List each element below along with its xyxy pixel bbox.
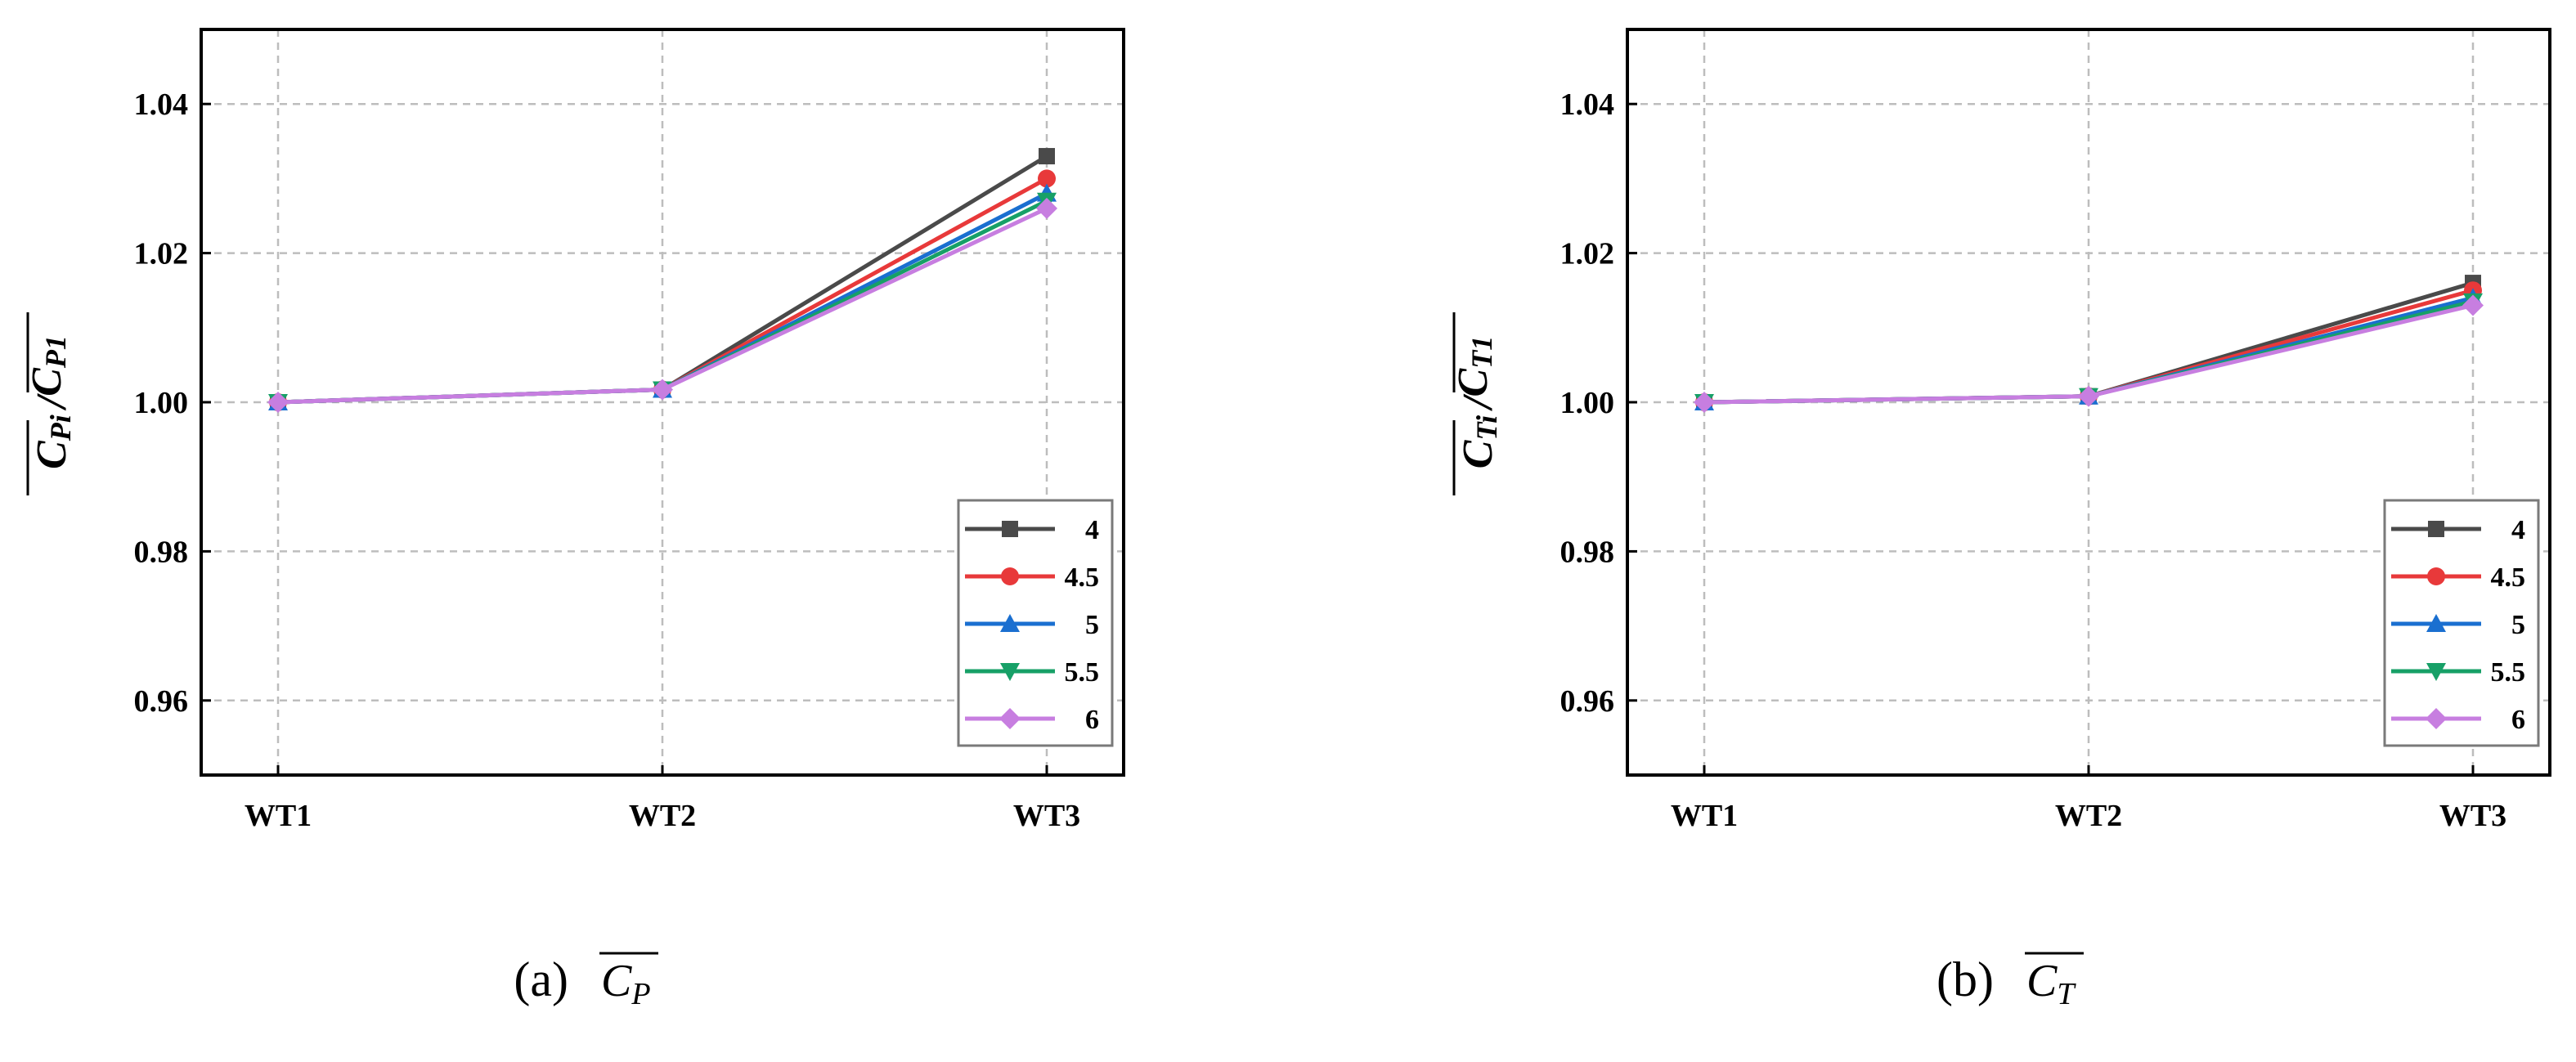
legend-label-6: 6 bbox=[1085, 705, 1099, 735]
y-label-den: C bbox=[1450, 367, 1497, 397]
caption-symbol-main: C bbox=[2026, 956, 2058, 1006]
y-tick-label: 0.96 bbox=[134, 684, 189, 719]
legend-marker-5.5 bbox=[1000, 663, 1020, 681]
y-axis-label: CPi/CP1 bbox=[24, 312, 77, 495]
y-tick-label: 1.04 bbox=[1560, 87, 1615, 122]
data-point-6-WT2 bbox=[2078, 385, 2099, 407]
caption-label: (b) bbox=[1936, 952, 1994, 1006]
data-point-6-WT3 bbox=[1036, 197, 1057, 219]
legend-label-4.5: 4.5 bbox=[1065, 562, 1100, 593]
y-tick-label: 0.98 bbox=[134, 535, 189, 569]
legend-marker-4 bbox=[2428, 521, 2444, 537]
legend-label-4: 4 bbox=[2511, 515, 2525, 545]
data-point-4.5-WT3 bbox=[1038, 169, 1056, 188]
y-label-num_sub: Pi bbox=[44, 414, 77, 441]
legend-label-6: 6 bbox=[2511, 705, 2525, 735]
legend-label-5.5: 5.5 bbox=[2491, 657, 2526, 688]
y-label-sep: / bbox=[29, 392, 75, 411]
y-tick-label: 1.00 bbox=[134, 386, 189, 420]
legend-label-5: 5 bbox=[1085, 610, 1099, 640]
caption-symbol-sub: P bbox=[631, 977, 650, 1011]
legend-marker-6 bbox=[999, 708, 1021, 729]
x-tick-label: WT2 bbox=[2055, 799, 2122, 833]
y-label-sep: / bbox=[1455, 393, 1501, 412]
y-label-den: C bbox=[24, 367, 70, 397]
x-tick-label: WT2 bbox=[629, 799, 696, 833]
y-tick-label: 1.02 bbox=[134, 237, 189, 271]
y-axis-label: CTi/CT1 bbox=[1450, 312, 1503, 495]
y-label-num: C bbox=[1455, 439, 1501, 468]
legend-marker-5.5 bbox=[2426, 663, 2446, 681]
data-point-6-WT3 bbox=[2462, 294, 2484, 316]
chart-caption: (b) CT bbox=[1936, 952, 2084, 1011]
legend-label-5.5: 5.5 bbox=[1065, 657, 1100, 688]
y-tick-label: 1.00 bbox=[1560, 386, 1615, 420]
caption-label: (a) bbox=[514, 952, 568, 1006]
y-label-num: C bbox=[29, 440, 75, 469]
legend-marker-5 bbox=[2426, 614, 2446, 632]
legend: 4 4.5 5 5.5 6 bbox=[957, 499, 1114, 747]
legend: 4 4.5 5 5.5 6 bbox=[2383, 499, 2540, 747]
x-tick-label: WT3 bbox=[1013, 799, 1080, 833]
caption-symbol: CP bbox=[601, 956, 651, 1011]
caption-symbol-main: C bbox=[601, 956, 632, 1006]
y-tick-label: 0.98 bbox=[1560, 535, 1615, 569]
x-tick-label: WT1 bbox=[245, 799, 312, 833]
legend-label-5: 5 bbox=[2511, 610, 2525, 640]
y-axis-label-text: CTi/CT1 bbox=[1450, 336, 1503, 468]
legend-label-4.5: 4.5 bbox=[2491, 562, 2526, 593]
caption-symbol-sub: T bbox=[2057, 977, 2076, 1011]
x-tick-label: WT3 bbox=[2439, 799, 2506, 833]
legend-marker-5 bbox=[1000, 614, 1020, 632]
data-point-4-WT3 bbox=[1039, 148, 1055, 165]
y-label-den_sub: T1 bbox=[1465, 336, 1498, 369]
data-point-6-WT1 bbox=[267, 392, 289, 413]
x-tick-label: WT1 bbox=[1671, 799, 1738, 833]
legend-marker-6 bbox=[2426, 708, 2447, 729]
legend-label-4: 4 bbox=[1085, 515, 1099, 545]
y-tick-label: 1.04 bbox=[134, 87, 189, 122]
legend-marker-4.5 bbox=[2427, 567, 2445, 585]
y-tick-label: 1.02 bbox=[1560, 237, 1615, 271]
y-label-num_sub: Ti bbox=[1470, 415, 1503, 441]
data-point-6-WT1 bbox=[1694, 392, 1715, 413]
y-axis-label-text: CPi/CP1 bbox=[24, 335, 77, 469]
series-line-4.5 bbox=[277, 177, 1048, 405]
data-point-6-WT2 bbox=[652, 379, 673, 401]
caption-symbol: CT bbox=[2026, 956, 2076, 1011]
chart-caption: (a) CP bbox=[514, 952, 658, 1011]
legend-marker-4.5 bbox=[1001, 567, 1019, 585]
y-label-den_sub: P1 bbox=[39, 335, 72, 369]
y-tick-label: 0.96 bbox=[1560, 684, 1615, 719]
legend-marker-4 bbox=[1002, 521, 1018, 537]
